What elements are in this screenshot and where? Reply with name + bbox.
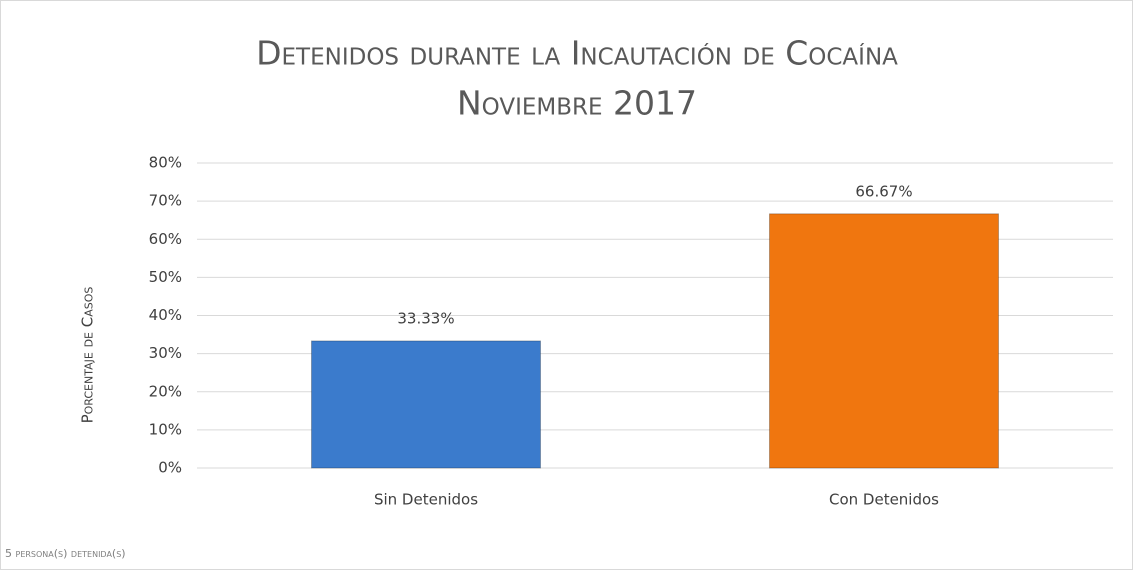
chart-subtitle: Noviembre 2017 xyxy=(457,84,697,123)
y-axis-label: Porcentaje de Casos xyxy=(79,287,97,424)
y-tick-label: 30% xyxy=(149,344,182,362)
y-tick-label: 50% xyxy=(149,268,182,286)
bar xyxy=(311,340,541,469)
y-tick-label: 60% xyxy=(149,230,182,248)
footnote: 5 persona(s) detenida(s) xyxy=(5,547,126,560)
x-tick-label: Sin Detenidos xyxy=(374,491,478,509)
y-tick-label: 70% xyxy=(149,192,182,210)
chart-title: Detenidos durante la Incautación de Coca… xyxy=(256,34,898,73)
y-tick-label: 40% xyxy=(149,306,182,324)
bar xyxy=(769,213,999,469)
x-tick-label: Con Detenidos xyxy=(829,491,939,509)
y-tick-label: 20% xyxy=(149,382,182,400)
data-label: 66.67% xyxy=(855,182,912,200)
y-tick-label: 80% xyxy=(149,154,182,172)
data-label: 33.33% xyxy=(397,309,454,327)
y-tick-label: 10% xyxy=(149,420,182,438)
y-tick-label: 0% xyxy=(158,459,182,477)
